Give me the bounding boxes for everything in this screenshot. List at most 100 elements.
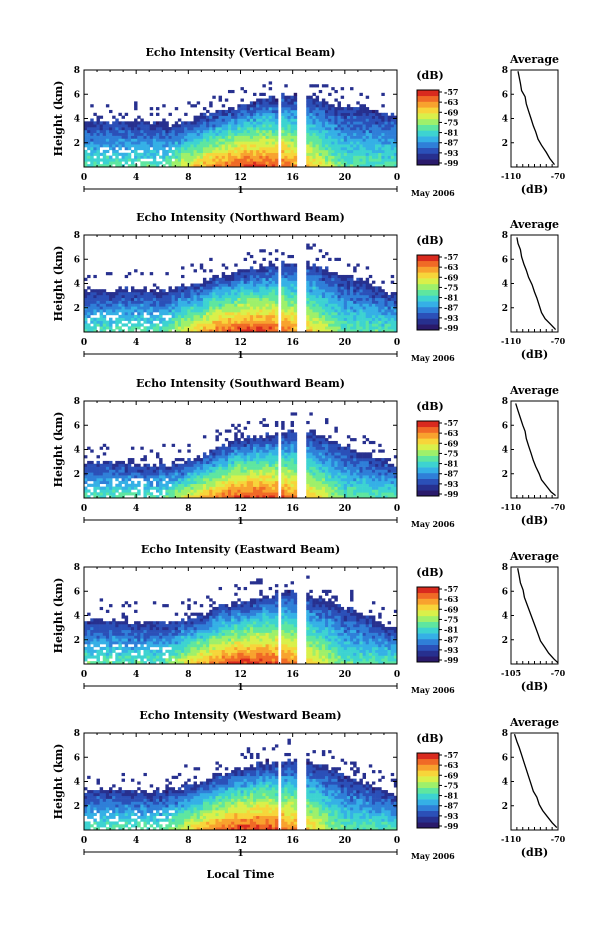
heatmap-cell: [256, 155, 260, 159]
heatmap-cell: [130, 135, 135, 139]
heatmap-cell: [146, 478, 151, 482]
heatmap-cell: [124, 158, 129, 162]
heatmap-cell: [174, 480, 179, 485]
heatmap-cell: [174, 286, 179, 290]
heatmap-cell: [274, 309, 279, 313]
heatmap-cell: [328, 277, 332, 281]
colorbar-swatch: [417, 159, 439, 166]
heatmap-cell: [224, 109, 229, 114]
heatmap-cell: [227, 443, 232, 447]
heatmap-cell: [350, 115, 354, 119]
heatmap-cell: [130, 492, 135, 496]
heatmap-cell: [243, 309, 248, 313]
heatmap-cell: [353, 283, 357, 287]
heatmap-cell: [134, 306, 138, 310]
heatmap-cell: [365, 144, 370, 148]
heatmap-cell: [256, 300, 260, 304]
heatmap-cell: [274, 326, 279, 330]
heatmap-cell: [381, 127, 385, 131]
heatmap-cell: [193, 320, 197, 324]
heatmap-cell: [328, 141, 332, 145]
heatmap-cell: [290, 149, 295, 154]
heatmap-cell: [328, 132, 332, 136]
heatmap-cell: [105, 472, 110, 476]
heatmap-cell: [315, 144, 320, 148]
heatmap-cell: [253, 329, 257, 333]
heatmap-cell: [262, 266, 266, 270]
heatmap-cell: [325, 155, 329, 159]
heatmap-cell: [224, 124, 229, 128]
heatmap-cell: [306, 280, 310, 284]
heatmap-cell: [318, 317, 323, 321]
heatmap-cell: [199, 317, 204, 321]
heatmap-cell: [259, 475, 263, 479]
heatmap-cell: [318, 323, 323, 327]
heatmap-cell: [256, 147, 260, 151]
heatmap-cell: [375, 323, 379, 327]
heatmap-cell: [140, 132, 144, 136]
heatmap-cell: [356, 115, 360, 119]
heatmap-cell: [331, 274, 335, 279]
heatmap-cell: [184, 289, 188, 293]
heatmap-cell: [212, 277, 216, 281]
heatmap-cell: [165, 469, 169, 473]
heatmap-cell: [171, 141, 176, 145]
heatmap-cell: [334, 161, 338, 165]
heatmap-cell: [140, 446, 144, 450]
heatmap-cell: [215, 155, 219, 159]
heatmap-cell: [309, 107, 313, 111]
heatmap-cell: [193, 489, 197, 493]
heatmap-cell: [184, 472, 188, 476]
heatmap-cell: [262, 440, 266, 445]
heatmap-cell: [240, 161, 244, 165]
heatmap-cell: [209, 132, 213, 136]
heatmap-cell: [177, 135, 182, 139]
heatmap-cell: [337, 292, 341, 296]
heatmap-cell: [384, 329, 388, 333]
heatmap-cell: [102, 475, 107, 479]
heatmap-cell: [256, 274, 260, 279]
heatmap-cell: [115, 478, 119, 482]
heatmap-cell: [231, 286, 235, 290]
heatmap-cell: [215, 314, 219, 319]
heatmap-cell: [350, 118, 354, 122]
heatmap-cell: [202, 129, 207, 134]
heatmap-cell: [96, 460, 100, 465]
heatmap-cell: [253, 309, 257, 313]
heatmap-cell: [343, 144, 348, 148]
heatmap-cell: [325, 314, 329, 319]
heatmap-cell: [218, 294, 223, 299]
heatmap-cell: [274, 141, 279, 145]
heatmap-cell: [365, 280, 370, 284]
heatmap-cell: [218, 492, 223, 496]
heatmap-cell: [96, 480, 100, 485]
heatmap-cell: [312, 92, 316, 96]
heatmap-cell: [218, 314, 223, 319]
heatmap-cell: [350, 121, 354, 125]
heatmap-cell: [337, 164, 341, 168]
heatmap-cell: [149, 483, 154, 487]
heatmap-cell: [321, 158, 326, 162]
heatmap-cell: [259, 449, 263, 453]
heatmap-cell: [109, 463, 113, 467]
heatmap-cell: [231, 164, 235, 168]
heatmap-cell: [202, 164, 207, 168]
heatmap-cell: [227, 158, 232, 162]
heatmap-cell: [206, 135, 210, 139]
heatmap-cell: [149, 161, 154, 165]
heatmap-cell: [202, 121, 207, 125]
heatmap-cell: [199, 326, 204, 330]
heatmap-cell: [331, 294, 335, 299]
colorbar-swatch: [417, 153, 439, 160]
heatmap-cell: [256, 149, 260, 154]
heatmap-cell: [227, 320, 232, 324]
heatmap-cell: [293, 495, 298, 499]
heatmap-cell: [290, 432, 295, 436]
heatmap-cell: [378, 292, 382, 296]
heatmap-cell: [346, 306, 351, 310]
x-tick-label: 8: [185, 173, 191, 183]
heatmap-cell: [102, 297, 107, 301]
heatmap-cell: [152, 138, 157, 142]
heatmap-cell: [318, 306, 323, 310]
heatmap-cell: [249, 277, 254, 281]
